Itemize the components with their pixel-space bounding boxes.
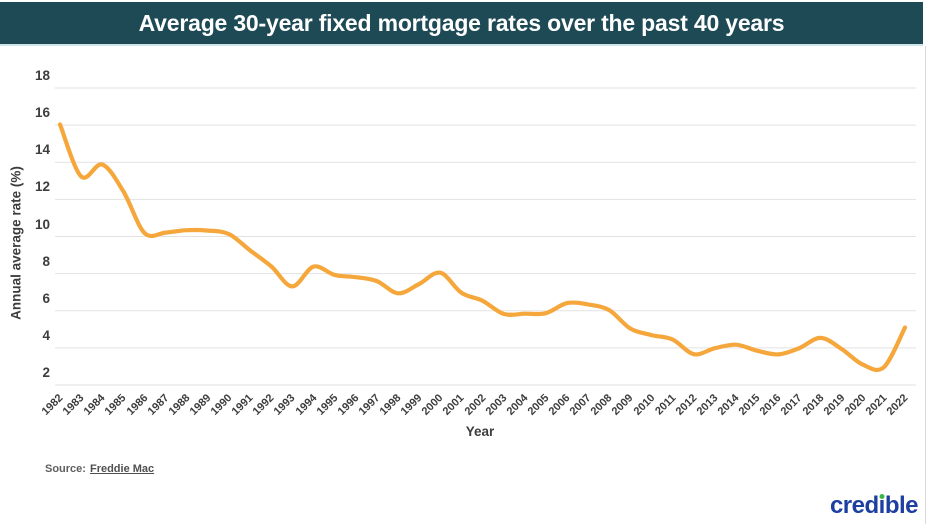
y-axis-title: Annual average rate (%) — [8, 166, 24, 320]
x-axis-title: Year — [465, 424, 495, 439]
y-tick-label: 14 — [34, 142, 50, 158]
source-link[interactable]: Freddie Mac — [89, 463, 155, 475]
y-tick-label: 8 — [42, 253, 50, 269]
source-label: Source: — [45, 463, 86, 475]
right-border-line — [925, 46, 926, 524]
y-tick-label: 18 — [34, 68, 50, 83]
y-tick-label: 10 — [34, 216, 50, 232]
source-note: Source: Freddie Mac — [45, 463, 154, 475]
chart-title: Average 30-year fixed mortgage rates ove… — [138, 10, 785, 36]
logo-letter-i: ı — [878, 492, 886, 519]
y-tick-label: 4 — [42, 327, 50, 343]
y-tick-label: 6 — [42, 290, 50, 306]
y-tick-label: 2 — [42, 365, 50, 380]
logo-text-pre: cred — [829, 492, 879, 519]
title-banner: Average 30-year fixed mortgage rates ove… — [0, 2, 923, 46]
y-tick-label: 12 — [34, 179, 50, 195]
credible-logo[interactable]: credı ble — [829, 492, 919, 520]
y-tick-label: 16 — [34, 105, 50, 121]
rate-line — [57, 122, 908, 372]
logo-text-post: ble — [884, 492, 919, 519]
logo-green-dot-icon — [879, 493, 885, 499]
logo-letter-i-glyph: ı — [878, 492, 886, 519]
